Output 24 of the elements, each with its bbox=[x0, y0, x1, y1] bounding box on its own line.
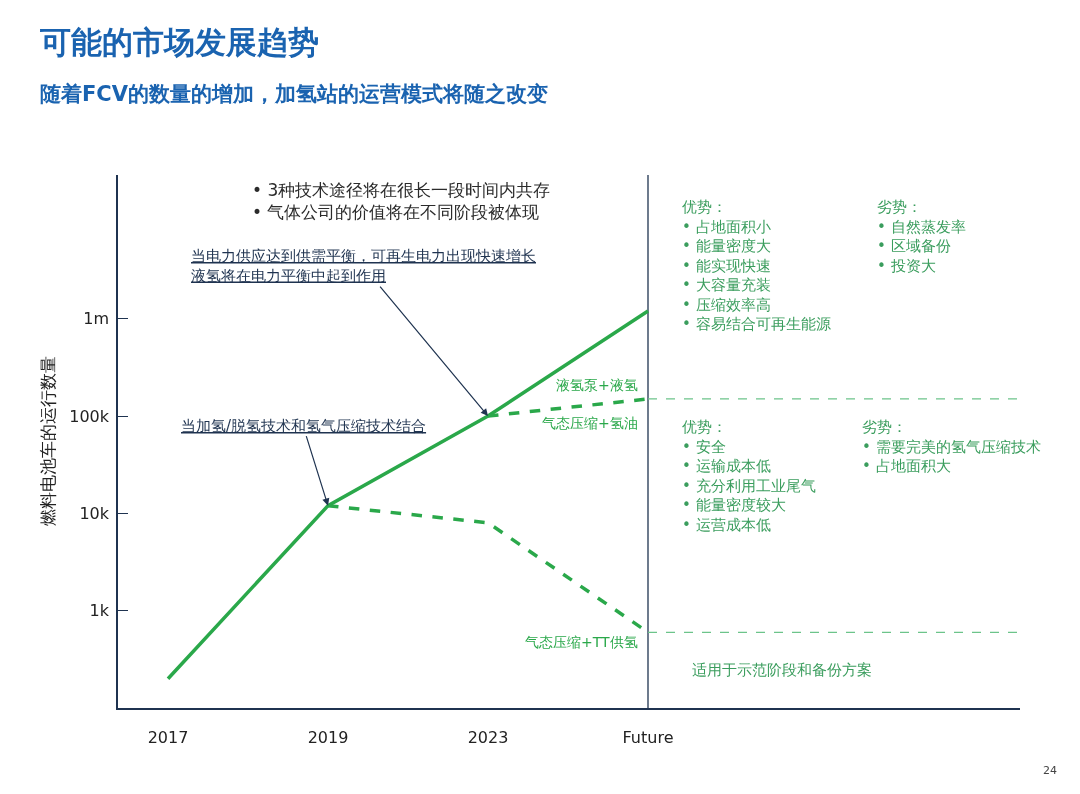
y-tick-label: 1m bbox=[83, 309, 110, 329]
annotation: 当加氢/脱氢技术和氢气压缩技术结合 bbox=[181, 417, 427, 435]
annotation: 当电力供应达到供需平衡，可再生电力出现快速增长液氢将在电力平衡中起到作用 bbox=[191, 247, 536, 285]
y-tick-label: 1k bbox=[89, 601, 110, 621]
y-tick-label: 10k bbox=[79, 503, 110, 523]
x-tick-label: 2019 bbox=[307, 727, 349, 747]
y-tick-label: 100k bbox=[69, 406, 110, 426]
y-axis-title: 燃料电池车的运行数量 bbox=[38, 356, 59, 527]
text: 24 bbox=[1043, 764, 1057, 777]
annotation: 适用于示范阶段和备份方案 bbox=[692, 661, 872, 679]
line-series bbox=[166, 309, 650, 681]
x-tick-label: 2017 bbox=[147, 727, 189, 747]
text: 劣势： • 自然蒸发率 • 区域备份 • 投资大 bbox=[877, 198, 966, 275]
annotation: 优势： • 安全 • 运输成本低 • 充分利用工业尾气 • 能量密度较大 • 运营成本低 bbox=[682, 418, 816, 534]
series-label: 液氢泵+液氢 bbox=[556, 377, 638, 393]
annotation: • 3种技术途径将在很长一段时间内共存 • 气体公司的价值将在不同阶段被体现 bbox=[252, 180, 551, 223]
text: 劣势： • 需要完美的氢气压缩技术 • 占地面积大 bbox=[862, 418, 1041, 475]
x-tick-label: Future bbox=[622, 727, 674, 747]
chart-title: 可能的市场发展趋势 bbox=[39, 23, 319, 60]
annotation: 优势： • 占地面积小 • 能量密度大 • 能实现快速 • 大容量充装 • 压缩效率高 • 容易结合可再生能源 bbox=[682, 198, 831, 333]
series-label: 气态压缩+氢油 bbox=[542, 415, 638, 431]
x-tick-label: 2023 bbox=[467, 727, 509, 747]
chart-subtitle: 随着FCV的数量的增加，加氢站的运营模式将随之改变 bbox=[40, 81, 549, 106]
series-label: 气态压缩+TT供氢 bbox=[525, 634, 638, 650]
